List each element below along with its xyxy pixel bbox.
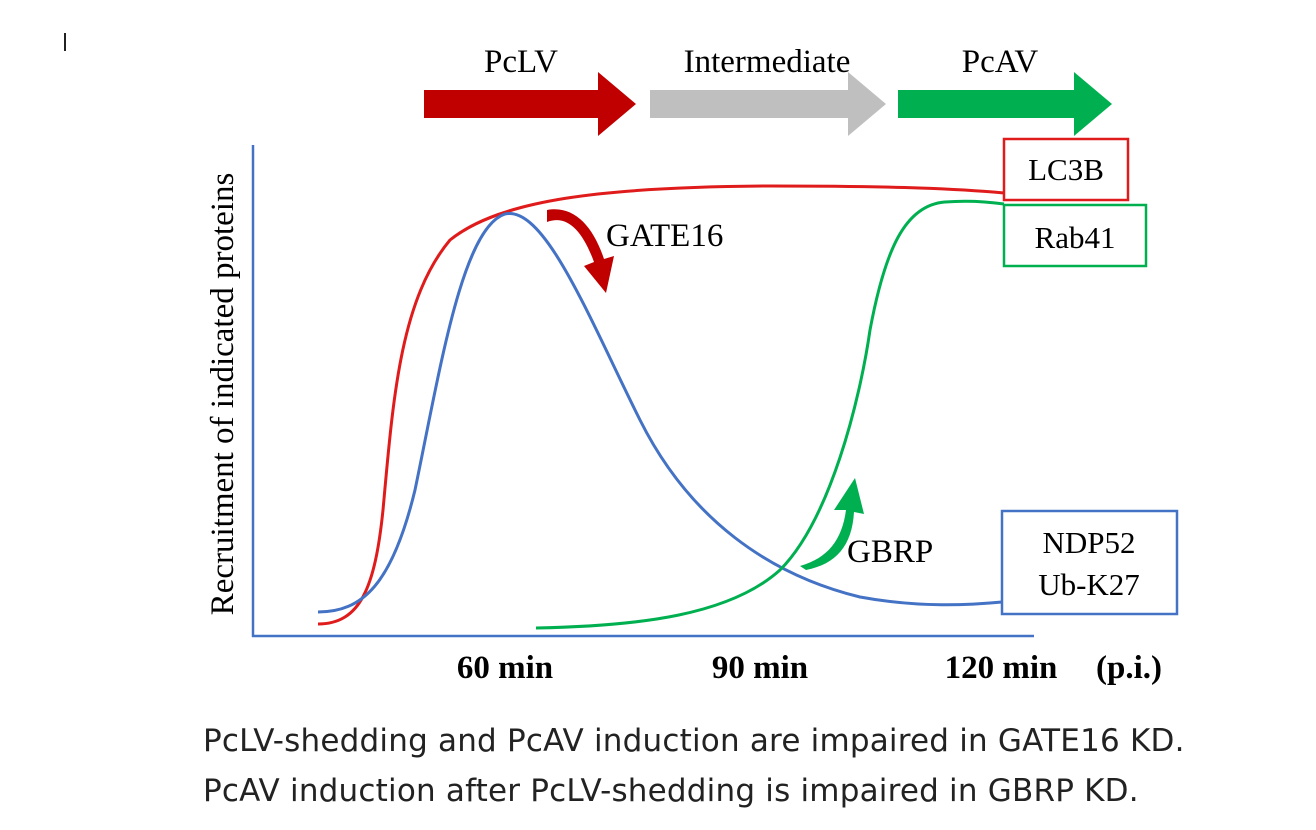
caption-line-1: PcLV-shedding and PcAV induction are imp… [203,723,1185,759]
phase-label-pclv: PcLV [484,44,558,80]
gbrp-curved-arrow [800,478,864,570]
x-tick-60: 60 min [457,650,553,686]
rab41-label: Rab41 [1035,220,1116,255]
gbrp-label: GBRP [847,534,933,570]
x-tick-120: 120 min [945,650,1058,686]
gbrp-arrow [800,478,864,570]
x-tick-90: 90 min [712,650,808,686]
lc3b-label: LC3B [1028,152,1104,187]
caption-line-2: PcAV induction after PcLV-shedding is im… [203,773,1139,809]
label-boxes: LC3B Rab41 NDP52 Ub-K27 [1000,137,1179,616]
phase-arrow-intermediate [650,72,886,136]
ubk27-label: Ub-K27 [1038,567,1140,602]
phase-label-pcav: PcAV [962,44,1039,80]
lc3b-curve [317,184,1005,626]
gate16-curved-arrow [547,209,614,293]
ndp52-label: NDP52 [1042,525,1135,560]
phase-arrow-pcav [898,72,1112,136]
x-axis-unit: (p.i.) [1096,650,1162,686]
phase-arrows: PcLV Intermediate PcAV [424,44,1112,136]
rab41-curve [535,199,1005,630]
curves [317,184,1005,630]
phase-arrow-pclv [424,72,636,136]
ndp52-box [1000,509,1179,616]
margin-mark [64,33,66,51]
lc3b-box [1002,137,1130,202]
gate16-arrow [547,209,614,293]
phase-label-intermediate: Intermediate [684,44,851,80]
axes: Recruitment of indicated proteins 60 min… [205,145,1162,686]
y-axis-label: Recruitment of indicated proteins [205,173,241,616]
gate16-label: GATE16 [606,218,723,254]
gate16-curve [317,212,1003,614]
rab41-box [1002,203,1148,268]
